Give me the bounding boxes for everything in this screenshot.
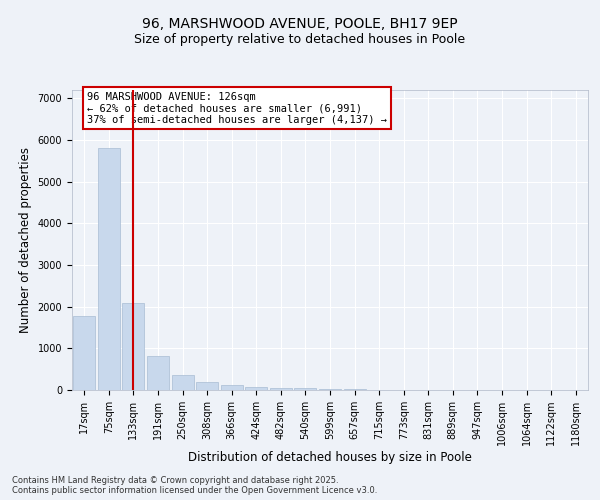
Bar [73,316,95,390]
Bar [98,148,120,390]
X-axis label: Distribution of detached houses by size in Poole: Distribution of detached houses by size … [188,451,472,464]
Bar [196,382,218,390]
Bar [122,302,145,390]
Bar [147,356,169,390]
Y-axis label: Number of detached properties: Number of detached properties [19,147,32,333]
Text: Size of property relative to detached houses in Poole: Size of property relative to detached ho… [134,32,466,46]
Bar [172,375,194,390]
Text: Contains HM Land Registry data © Crown copyright and database right 2025.
Contai: Contains HM Land Registry data © Crown c… [12,476,377,495]
Bar [319,389,341,390]
Bar [270,388,292,390]
Text: 96, MARSHWOOD AVENUE, POOLE, BH17 9EP: 96, MARSHWOOD AVENUE, POOLE, BH17 9EP [142,18,458,32]
Text: 96 MARSHWOOD AVENUE: 126sqm
← 62% of detached houses are smaller (6,991)
37% of : 96 MARSHWOOD AVENUE: 126sqm ← 62% of det… [87,92,387,124]
Bar [295,388,316,390]
Bar [245,386,268,390]
Bar [221,385,243,390]
